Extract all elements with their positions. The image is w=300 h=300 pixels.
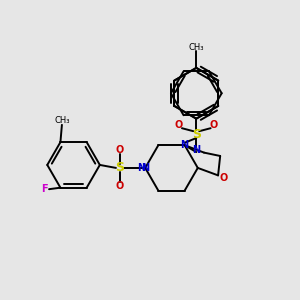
Text: N: N: [141, 163, 149, 173]
Text: N: N: [181, 140, 189, 150]
Text: S: S: [115, 161, 124, 174]
Text: O: O: [116, 181, 124, 191]
Text: S: S: [192, 128, 201, 141]
Text: O: O: [175, 120, 183, 130]
Text: F: F: [41, 184, 48, 194]
Text: O: O: [209, 120, 218, 130]
Text: CH₃: CH₃: [188, 43, 204, 52]
Text: O: O: [220, 173, 228, 183]
Text: O: O: [116, 145, 124, 155]
Text: N: N: [192, 145, 200, 155]
Text: CH₃: CH₃: [54, 116, 70, 125]
Text: N: N: [137, 163, 145, 173]
